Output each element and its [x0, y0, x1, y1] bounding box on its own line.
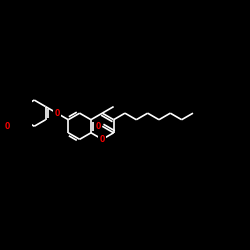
Text: O: O — [96, 122, 101, 131]
Text: O: O — [100, 135, 105, 144]
Text: O: O — [5, 122, 10, 131]
Text: O: O — [54, 109, 60, 118]
